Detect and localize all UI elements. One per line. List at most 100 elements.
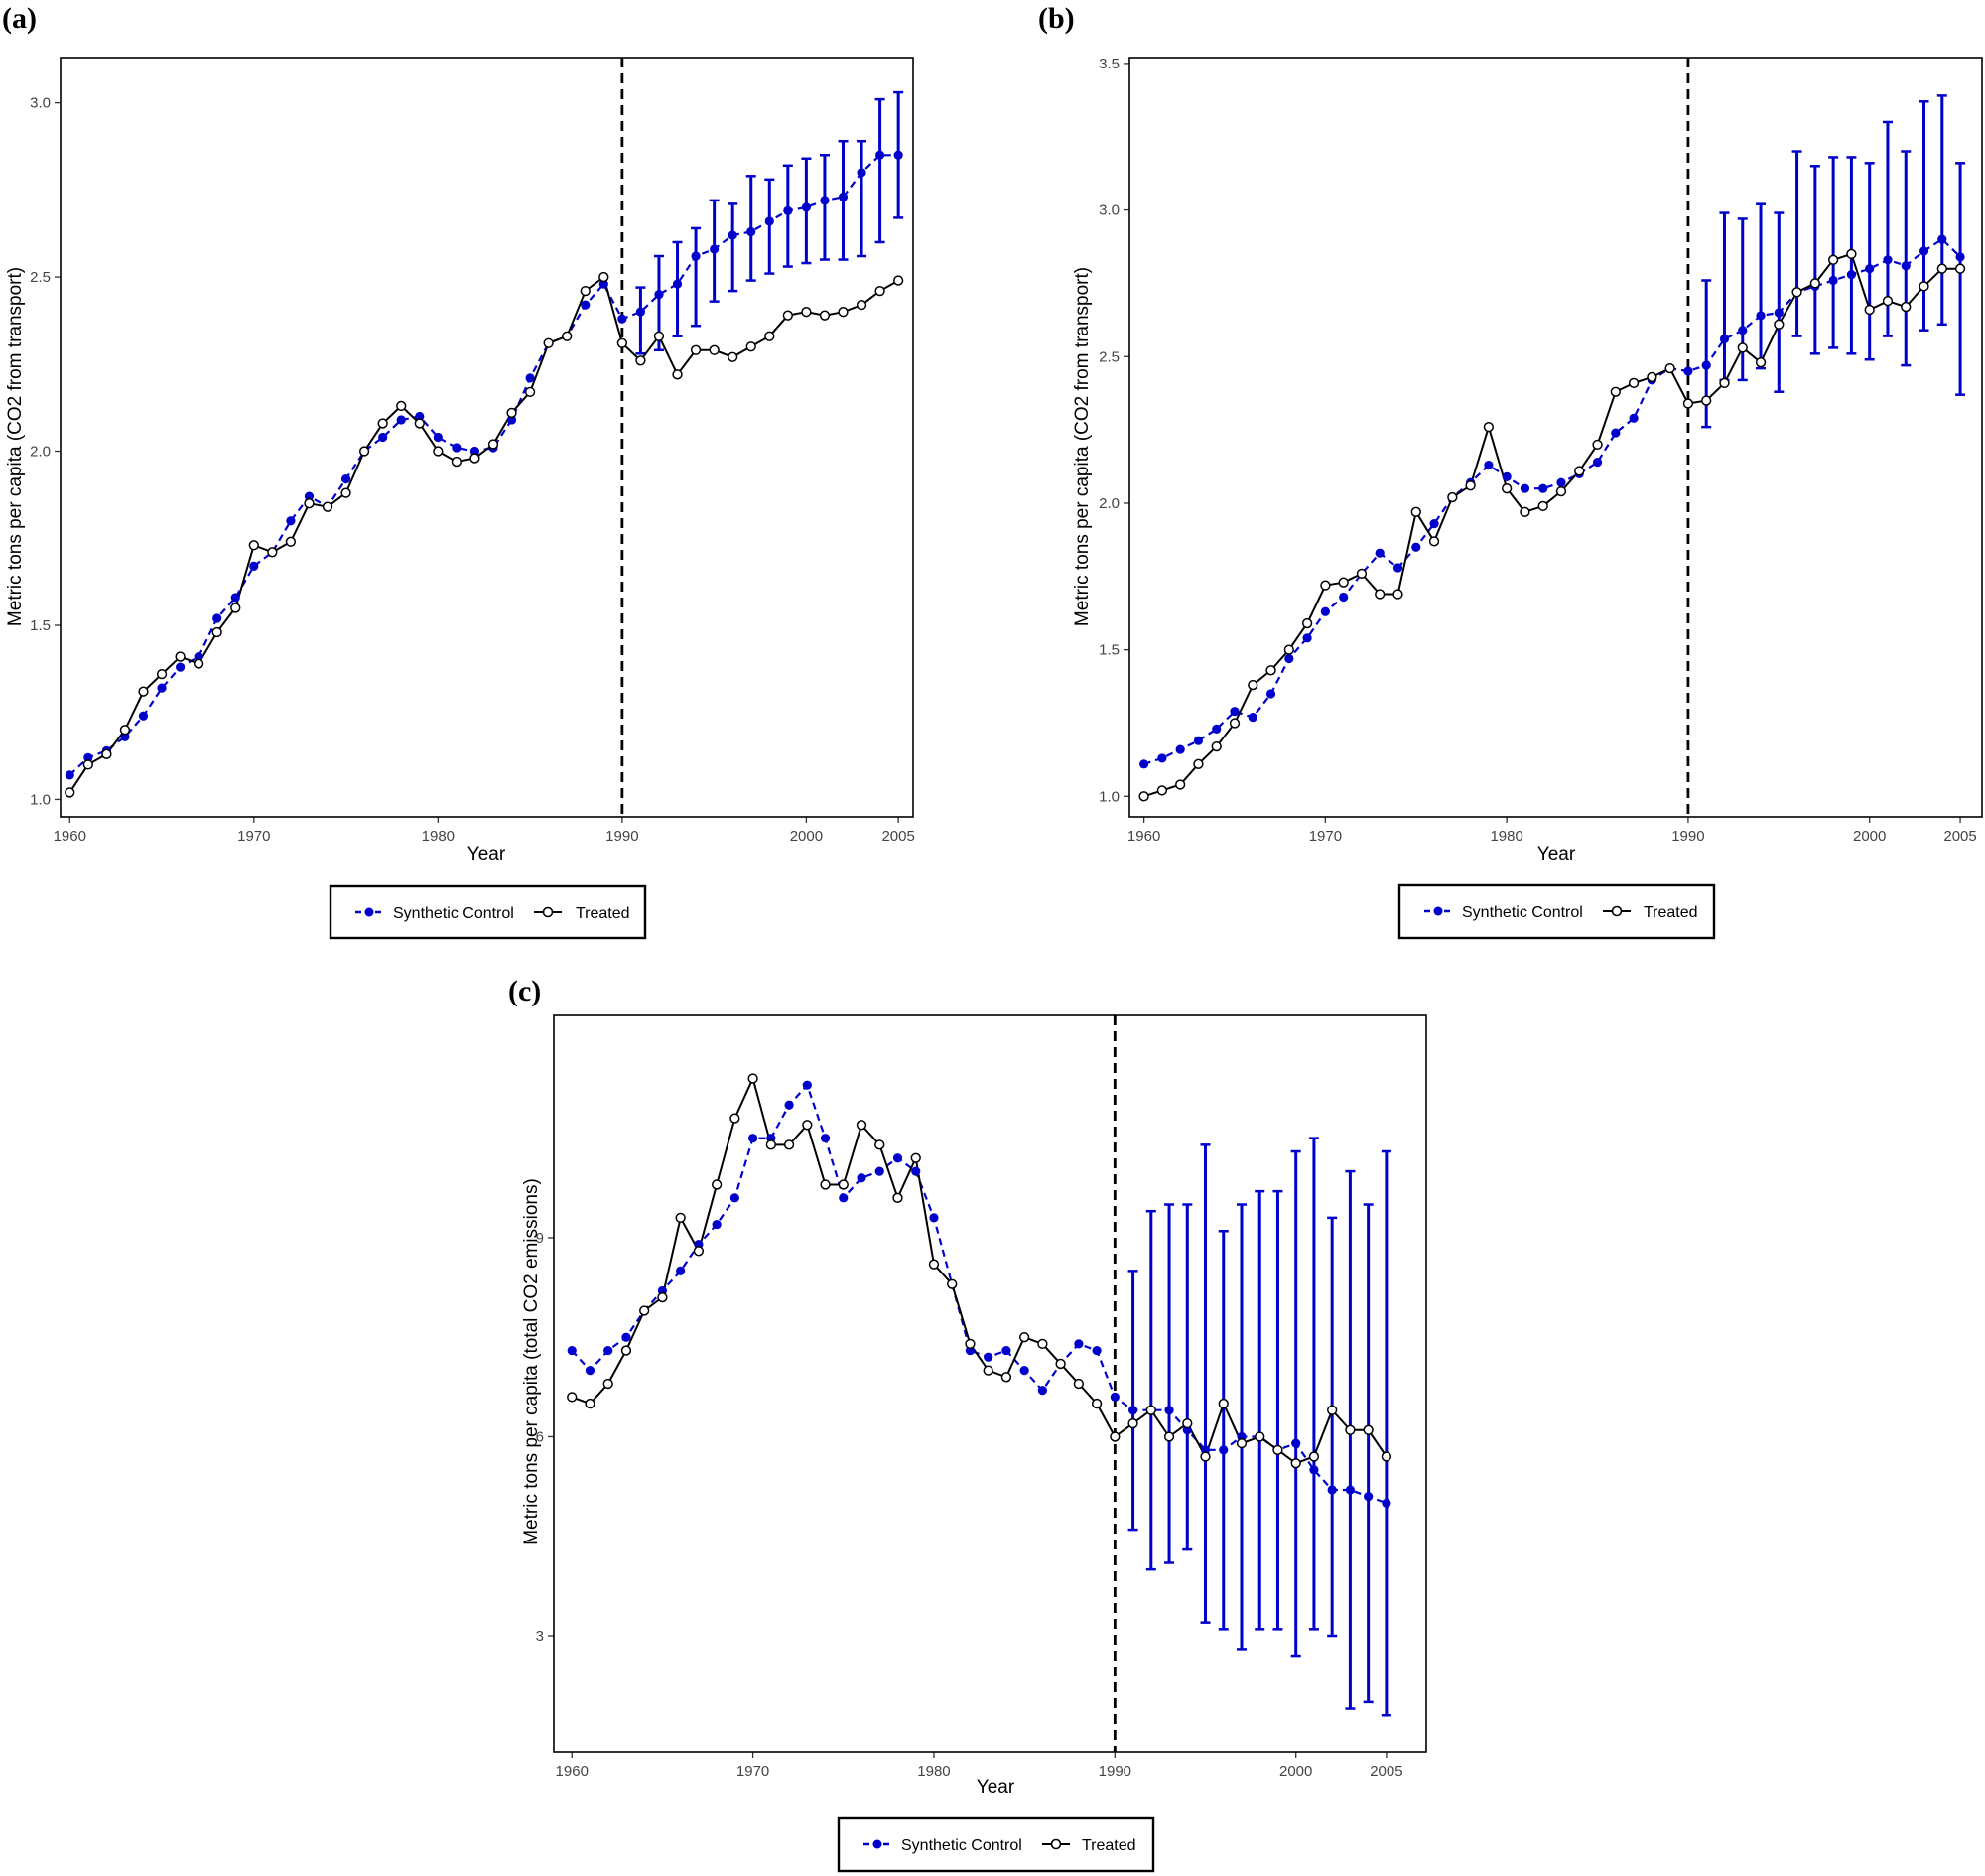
panel-c-treated-point xyxy=(1236,1438,1248,1449)
panel-a-treated-point xyxy=(487,439,499,450)
panel-c-treated-point xyxy=(892,1192,903,1203)
panel-c-synthetic-point xyxy=(1291,1438,1301,1448)
panel-a-synthetic-point xyxy=(857,168,866,178)
panel-a-synthetic-point xyxy=(581,300,591,310)
panel-b-treated-point xyxy=(1483,422,1495,433)
panel-b-synthetic-point xyxy=(1157,753,1167,763)
panel-b-synthetic-point xyxy=(1756,311,1766,321)
panel-b-synthetic-point xyxy=(1556,477,1566,487)
panel-a-y-tick-label: 2.5 xyxy=(30,269,51,286)
panel-b-treated-point xyxy=(1211,740,1222,752)
panel-a-synthetic-point xyxy=(764,216,774,226)
panel-a-x-tick-label: 1960 xyxy=(54,828,86,845)
panel-c-x-tick-label: 1960 xyxy=(556,1763,589,1780)
panel-c-synthetic-line xyxy=(571,1083,1388,1505)
panel-b-treated-point xyxy=(1410,506,1421,517)
panel-c-treated-point xyxy=(965,1338,976,1350)
panel-c-treated-point xyxy=(657,1291,668,1303)
panel-a-treated-point xyxy=(65,787,75,798)
panel-a-synthetic-point xyxy=(672,279,683,289)
panel-c-treated-point xyxy=(602,1378,613,1390)
panel-b-treated-point xyxy=(1719,377,1730,389)
panel-b-treated-point xyxy=(1647,371,1657,383)
panel-a-synthetic-point xyxy=(598,279,608,289)
panel-c-synthetic-point xyxy=(585,1366,596,1376)
panel-c-frame xyxy=(553,1014,1427,1753)
panel-a-x-tick-label: 2005 xyxy=(881,828,914,845)
panel-c-treated-point xyxy=(1110,1431,1121,1442)
panel-b-treated-point xyxy=(1701,395,1712,406)
panel-c-treated-point xyxy=(765,1139,776,1150)
panel-b-treated-point xyxy=(1755,357,1767,368)
panel-a-synthetic-point xyxy=(710,244,720,254)
panel-a-synthetic-point xyxy=(120,732,130,741)
panel-c-treated-point xyxy=(1037,1338,1048,1350)
panel-a-synthetic-point xyxy=(286,516,296,526)
panel-c-x-tick-label: 1980 xyxy=(917,1763,950,1780)
panel-b-synthetic-point xyxy=(1937,234,1947,244)
panel-a-synthetic-point xyxy=(157,683,167,693)
panel-c-treated-point xyxy=(1218,1398,1229,1409)
panel-b-y-tick-label: 2.5 xyxy=(1099,348,1120,365)
panel-b-treated-point xyxy=(1592,439,1603,451)
panel-b-synthetic-point xyxy=(1248,712,1257,723)
panel-b-synthetic-point xyxy=(1230,707,1240,717)
panel-a-synthetic-point xyxy=(340,474,351,484)
panel-c-synthetic-point xyxy=(820,1134,831,1143)
panel-b-synthetic-point xyxy=(1175,744,1185,754)
panel-a-treated-point xyxy=(101,748,112,759)
panel-c-treated-point xyxy=(729,1113,740,1124)
panel-c-treated-point xyxy=(838,1179,849,1190)
panel-a-synthetic-point xyxy=(838,192,849,201)
legend-treated-label: Treated xyxy=(576,905,630,922)
panel-c-synthetic-point xyxy=(784,1100,794,1110)
panel-a-synthetic-point xyxy=(506,415,517,425)
panel-a-treated-point xyxy=(119,725,131,736)
panel-a-treated-point xyxy=(543,337,554,348)
panel-b-synthetic-point xyxy=(1502,471,1512,481)
panel-a-treated-point xyxy=(82,759,93,770)
panel-b-treated-point xyxy=(1520,506,1530,517)
panel-c-treated-point xyxy=(639,1305,650,1316)
legend-treated-marker xyxy=(1050,1838,1062,1850)
panel-c-synthetic-point xyxy=(857,1173,866,1183)
panel-c-treated-point xyxy=(1308,1451,1320,1462)
panel-b-treated-point xyxy=(1193,758,1204,769)
legend-synthetic-marker xyxy=(364,907,374,917)
panel-b-treated-point xyxy=(1555,485,1567,497)
panel-a-treated-point xyxy=(782,310,793,321)
panel-a-synthetic-point xyxy=(801,202,811,212)
panel-b-x-axis-title: Year xyxy=(1537,844,1576,865)
panel-c-treated-point xyxy=(1018,1332,1030,1343)
panel-b-y-tick-label: 3.5 xyxy=(1099,56,1120,72)
panel-c-x-tick-label: 1990 xyxy=(1099,1763,1131,1780)
panel-c-treated-point xyxy=(820,1179,831,1190)
panel-c-synthetic-point xyxy=(729,1193,739,1203)
panel-b-synthetic-point xyxy=(1592,458,1603,468)
panel-c-synthetic-point xyxy=(1164,1406,1174,1415)
panel-a-synthetic-point xyxy=(249,561,259,571)
panel-a-plot-area xyxy=(60,57,914,818)
panel-a-synthetic-point xyxy=(194,651,203,662)
panel-b-treated-point xyxy=(1882,296,1894,307)
panel-b-synthetic-point xyxy=(1611,428,1621,438)
panel-b-synthetic-point xyxy=(1193,736,1204,745)
panel-c-treated-point xyxy=(1363,1424,1374,1435)
panel-b-treated-point xyxy=(1356,568,1368,579)
panel-b-treated-point xyxy=(1338,577,1349,588)
panel-b-synthetic-point xyxy=(1320,606,1330,616)
panel-c-y-tick-label: 3 xyxy=(536,1628,544,1645)
panel-a-synthetic-point xyxy=(469,446,480,457)
panel-c-legend: Synthetic Control Treated xyxy=(837,1816,1155,1873)
panel-a-synthetic-point xyxy=(65,770,74,780)
panel-c-x-ticks: 1960 1970 1980 1990 2000 2005 xyxy=(556,1752,1403,1780)
panel-a-treated-point xyxy=(358,446,370,457)
panel-b-plot-area xyxy=(1128,57,1983,818)
panel-b-synthetic-point xyxy=(1375,548,1385,558)
panel-b-x-tick-label: 2005 xyxy=(1943,828,1976,845)
panel-c-y-tick-label: 6 xyxy=(536,1428,544,1445)
panel-b-frame xyxy=(1128,57,1983,818)
panel-b-treated-point xyxy=(1248,679,1258,691)
panel-c-treated-point xyxy=(874,1139,885,1150)
panel-b-treated-point xyxy=(1628,377,1640,389)
